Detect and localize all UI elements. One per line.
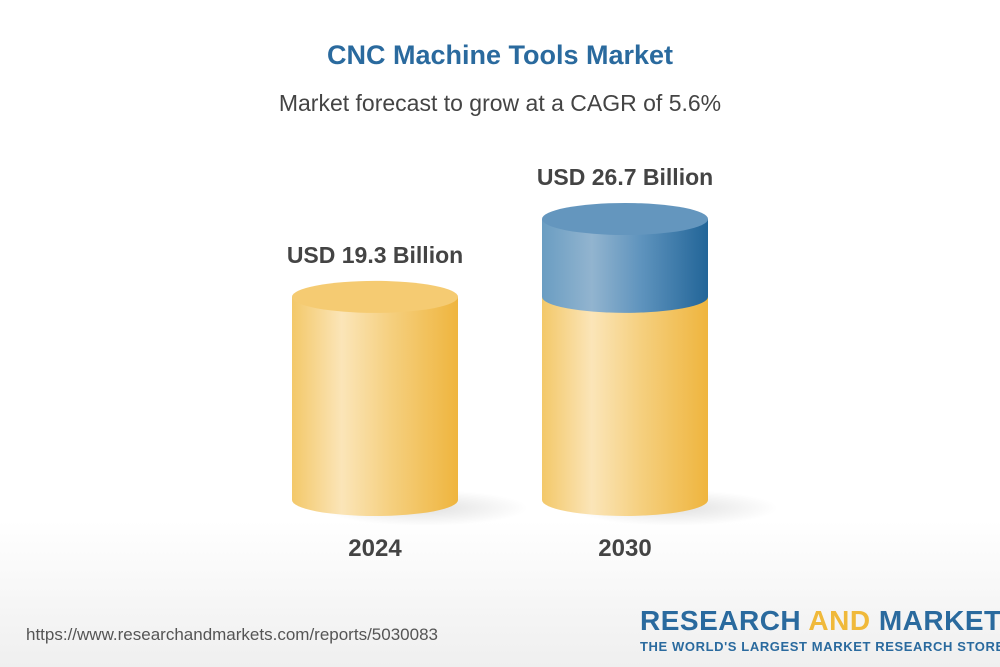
category-label: 2030 bbox=[598, 535, 651, 562]
logo: RESEARCH AND MARKETS THE WORLD'S LARGEST… bbox=[640, 605, 1000, 654]
bar-2030-base bbox=[542, 296, 708, 516]
bar-2024 bbox=[292, 296, 458, 516]
bar-2030-growth bbox=[542, 219, 708, 313]
chart-subtitle: Market forecast to grow at a CAGR of 5.6… bbox=[278, 90, 722, 116]
data-label: USD 19.3 Billion bbox=[287, 242, 463, 268]
bar-2030-growth-top bbox=[542, 203, 708, 235]
category-label: 2024 bbox=[348, 535, 402, 562]
source-url[interactable]: https://www.researchandmarkets.com/repor… bbox=[26, 625, 438, 644]
data-label: USD 26.7 Billion bbox=[537, 164, 713, 190]
bar-2024-top bbox=[292, 280, 458, 313]
chart-title: CNC Machine Tools Market bbox=[326, 40, 674, 70]
